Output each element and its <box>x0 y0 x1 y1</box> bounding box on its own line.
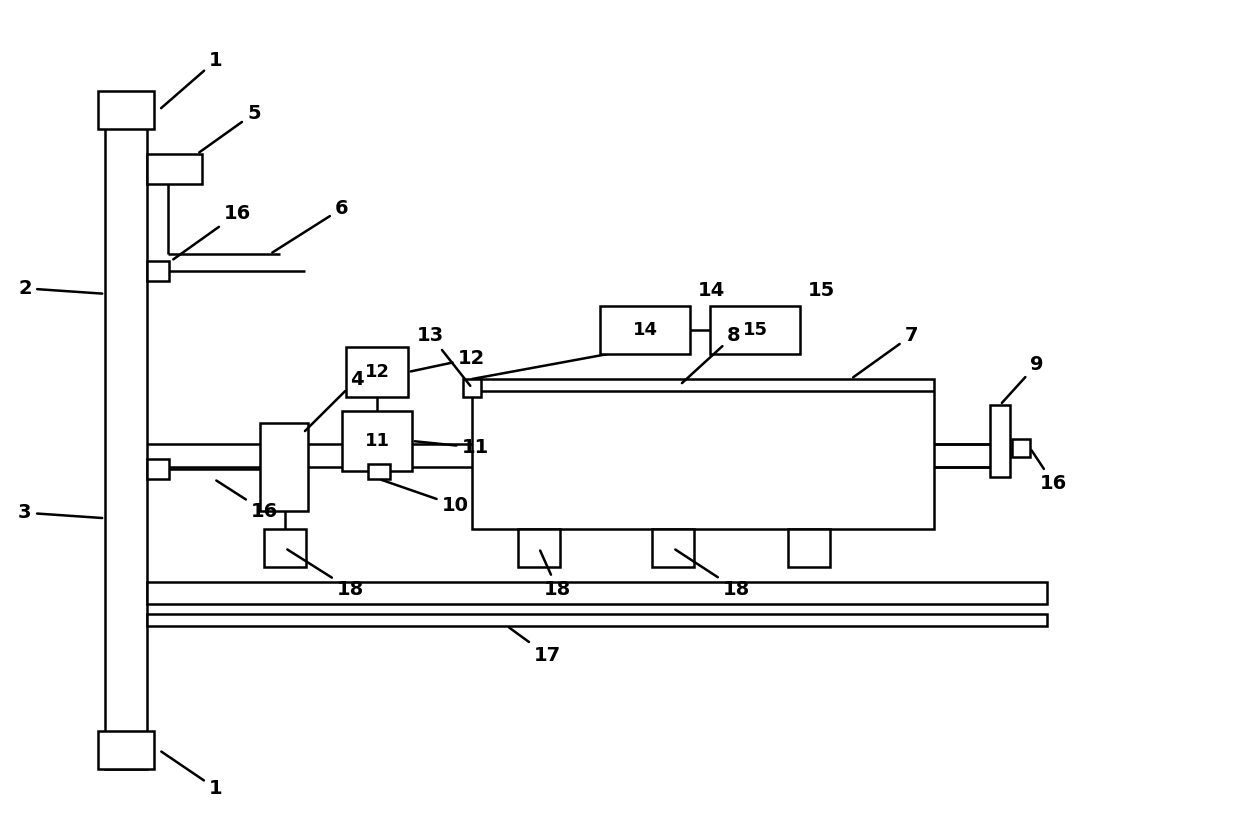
Text: 5: 5 <box>200 104 260 153</box>
Bar <box>105 109 148 769</box>
Text: 16: 16 <box>1032 451 1068 493</box>
Bar <box>148 582 1047 604</box>
Bar <box>148 614 1047 626</box>
Bar <box>518 529 560 567</box>
Text: 6: 6 <box>273 199 348 253</box>
Text: 16: 16 <box>174 204 252 259</box>
Text: 15: 15 <box>808 282 836 300</box>
Text: 8: 8 <box>682 326 740 383</box>
Text: 18: 18 <box>288 550 365 599</box>
Bar <box>260 423 308 511</box>
Bar <box>463 379 481 397</box>
Bar <box>1012 439 1030 457</box>
Bar <box>787 529 830 567</box>
Text: 18: 18 <box>676 550 750 599</box>
Bar <box>148 154 202 184</box>
Text: 17: 17 <box>510 628 562 665</box>
Bar <box>600 306 689 354</box>
Bar <box>148 459 169 479</box>
Text: 18: 18 <box>541 550 572 599</box>
Bar <box>346 347 408 397</box>
Bar <box>990 405 1011 477</box>
Text: 3: 3 <box>19 503 102 522</box>
Text: 1: 1 <box>161 752 223 798</box>
Bar <box>472 379 934 529</box>
Bar <box>148 261 169 281</box>
Bar <box>711 306 800 354</box>
Bar <box>264 529 306 567</box>
Bar <box>368 464 391 479</box>
Text: 15: 15 <box>743 321 768 339</box>
Text: 1: 1 <box>161 51 223 108</box>
Text: 9: 9 <box>1002 355 1044 403</box>
Text: 16: 16 <box>216 481 278 521</box>
Bar <box>342 411 412 471</box>
Bar <box>98 91 154 129</box>
Text: 4: 4 <box>305 370 363 431</box>
Text: 11: 11 <box>365 432 389 450</box>
Text: 7: 7 <box>853 326 918 378</box>
Text: 11: 11 <box>414 438 490 457</box>
Bar <box>98 731 154 769</box>
Text: 12: 12 <box>410 349 485 372</box>
Bar <box>652 529 694 567</box>
Text: 14: 14 <box>632 321 657 339</box>
Text: 13: 13 <box>417 326 470 386</box>
Text: 14: 14 <box>698 282 725 300</box>
Text: 12: 12 <box>365 363 389 381</box>
Text: 10: 10 <box>382 480 469 515</box>
Text: 2: 2 <box>19 279 102 298</box>
